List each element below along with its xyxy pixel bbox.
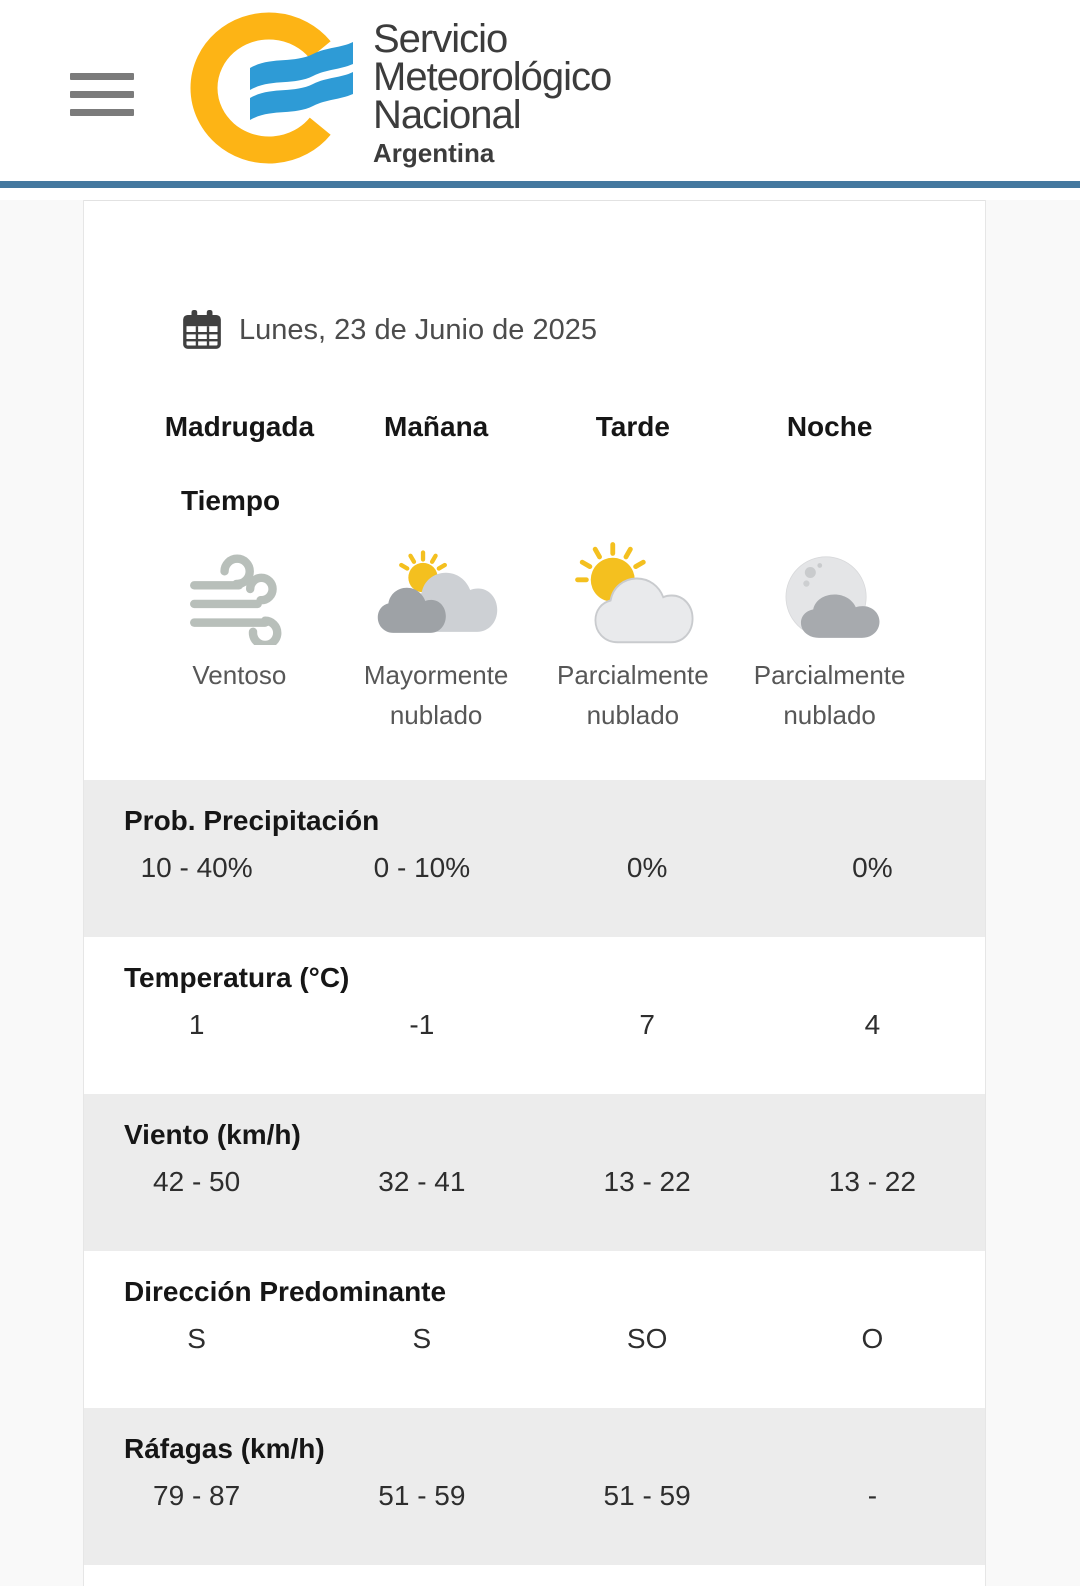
logo-line-1: Servicio bbox=[373, 17, 508, 61]
mostly-cloudy-icon bbox=[377, 550, 498, 633]
value-cell: 0% bbox=[626, 852, 668, 883]
app-header: Servicio Meteorológico Nacional Argentin… bbox=[0, 0, 1080, 181]
value-cell: 1 bbox=[188, 1009, 205, 1040]
value-cell: O bbox=[861, 1323, 884, 1354]
value-cell: 4 bbox=[864, 1009, 881, 1040]
hamburger-icon bbox=[70, 73, 134, 80]
weather-captions-row: Ventoso Mayormente nublado Parcialmente … bbox=[141, 655, 928, 739]
smn-logo[interactable]: Servicio Meteorológico Nacional Argentin… bbox=[189, 12, 612, 169]
section-values-row: 10 - 40% 0 - 10% 0% 0% bbox=[84, 851, 985, 885]
section-values-row: S S SO O bbox=[84, 1322, 985, 1356]
value-cell: 13 - 22 bbox=[828, 1166, 916, 1197]
value-cell: 7 bbox=[639, 1009, 655, 1040]
value-cell: 79 - 87 bbox=[153, 1480, 241, 1511]
condition-label: Ventoso bbox=[192, 660, 287, 690]
tiempo-row-title: Tiempo bbox=[181, 485, 281, 516]
value-cell: 51 - 59 bbox=[603, 1480, 691, 1511]
period-tarde: Tarde bbox=[595, 411, 670, 442]
value-cell: 10 - 40% bbox=[140, 852, 253, 883]
value-cell: 32 - 41 bbox=[378, 1166, 466, 1197]
section-title: Ráfagas (km/h) bbox=[124, 1433, 325, 1464]
forecast-date-row: Lunes, 23 de Junio de 2025 bbox=[141, 307, 928, 353]
forecast-date: Lunes, 23 de Junio de 2025 bbox=[239, 313, 597, 346]
section-title: Dirección Predominante bbox=[124, 1276, 447, 1307]
condition-label: Parcialmente nublado bbox=[753, 660, 906, 730]
section-values-row: 79 - 87 51 - 59 51 - 59 - bbox=[84, 1479, 985, 1513]
section-title: Temperatura (°C) bbox=[124, 962, 350, 993]
value-cell: SO bbox=[626, 1323, 668, 1354]
value-cell: 51 - 59 bbox=[378, 1480, 466, 1511]
section-values-row: 42 - 50 32 - 41 13 - 22 13 - 22 bbox=[84, 1165, 985, 1199]
logo-wordmark: Servicio Meteorológico Nacional Argentin… bbox=[373, 17, 612, 169]
period-madrugada: Madrugada bbox=[164, 411, 315, 442]
partly-cloudy-day-icon bbox=[575, 542, 694, 644]
section-title: Viento (km/h) bbox=[124, 1119, 301, 1150]
calendar-icon bbox=[183, 309, 221, 349]
period-manana: Mañana bbox=[384, 411, 489, 442]
logo-country: Argentina bbox=[373, 138, 495, 168]
section-rafagas: Ráfagas (km/h) 79 - 87 51 - 59 51 - 59 - bbox=[84, 1408, 985, 1565]
value-cell: 0% bbox=[852, 852, 893, 883]
logo-line-3: Nacional bbox=[373, 93, 522, 137]
wind-icon bbox=[190, 554, 282, 645]
page-background: Lunes, 23 de Junio de 2025 Madrugada Mañ… bbox=[0, 200, 1080, 1586]
period-header-row: Madrugada Mañana Tarde Noche bbox=[141, 409, 928, 445]
value-cell: - bbox=[867, 1480, 878, 1511]
value-cell: 0 - 10% bbox=[373, 852, 471, 883]
forecast-card: Lunes, 23 de Junio de 2025 Madrugada Mañ… bbox=[83, 200, 986, 1586]
partly-cloudy-night-icon bbox=[785, 556, 880, 638]
header-accent-bar bbox=[0, 181, 1080, 188]
section-direccion: Dirección Predominante S S SO O bbox=[84, 1251, 985, 1408]
condition-label: Parcialmente nublado bbox=[557, 660, 709, 730]
section-title: Prob. Precipitación bbox=[124, 805, 380, 836]
section-prob-precipitacion: Prob. Precipitación 10 - 40% 0 - 10% 0% … bbox=[84, 780, 985, 937]
period-noche: Noche bbox=[786, 411, 873, 442]
weather-icons-row bbox=[141, 527, 928, 645]
section-values-row: 1 -1 7 4 bbox=[84, 1008, 985, 1042]
logo-line-2: Meteorológico bbox=[373, 55, 612, 99]
condition-label: Mayormente nublado bbox=[363, 660, 509, 730]
menu-button[interactable] bbox=[70, 73, 134, 116]
card-divider bbox=[84, 200, 985, 201]
section-viento: Viento (km/h) 42 - 50 32 - 41 13 - 22 13… bbox=[84, 1094, 985, 1251]
value-cell: 42 - 50 bbox=[153, 1166, 241, 1197]
value-cell: S bbox=[412, 1323, 432, 1354]
section-temperatura: Temperatura (°C) 1 -1 7 4 bbox=[84, 937, 985, 1094]
value-cell: -1 bbox=[409, 1009, 435, 1040]
smn-logo-icon bbox=[190, 12, 353, 164]
value-cell: 13 - 22 bbox=[603, 1166, 691, 1197]
value-cell: S bbox=[187, 1323, 206, 1354]
